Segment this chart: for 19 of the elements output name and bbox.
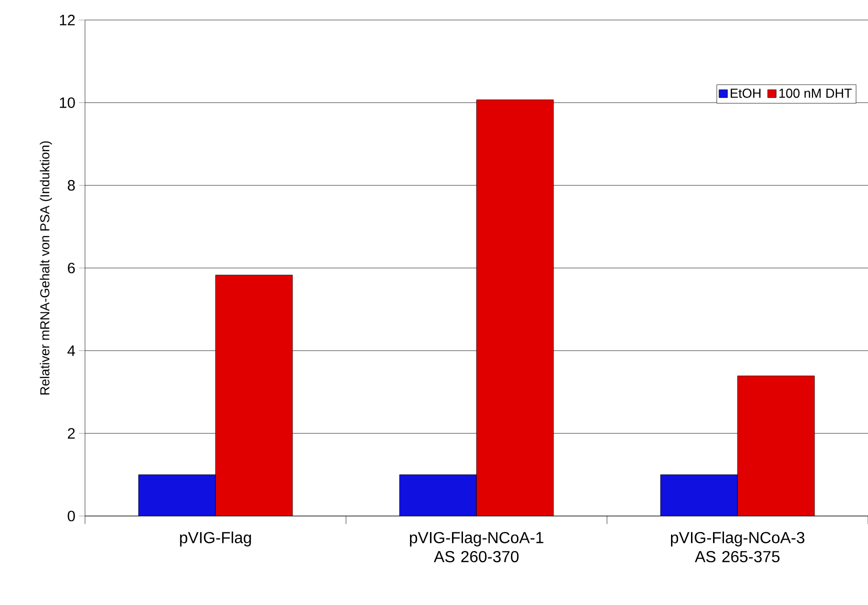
y-axis-title: Relativer mRNA-Gehalt von PSA (Induktion) (40, 141, 52, 394)
y-tick-label: 4 (67, 346, 76, 356)
y-tick-label: 2 (68, 428, 75, 439)
legend-label: 100 nM DHT (779, 88, 852, 98)
y-tick-label: 6 (68, 262, 75, 274)
bar (476, 100, 554, 516)
y-tick-label: 0 (68, 510, 75, 522)
bar (737, 376, 815, 516)
x-tick-label: pVIG-Flag-NCoA-3 AS 265-375 (670, 532, 804, 562)
bar (399, 474, 477, 516)
legend-label: EtOH (730, 88, 760, 98)
y-tick-label: 12 (60, 14, 75, 26)
y-tick-label: 10 (60, 97, 75, 108)
x-tick-label: pVIG-Flag-NCoA-1 AS 260-370 (410, 532, 544, 562)
bar (138, 474, 216, 516)
bar (215, 274, 293, 516)
bar (660, 474, 738, 516)
x-tick-label: pVIG-Flag (180, 532, 251, 546)
y-tick-label: 8 (68, 180, 75, 191)
